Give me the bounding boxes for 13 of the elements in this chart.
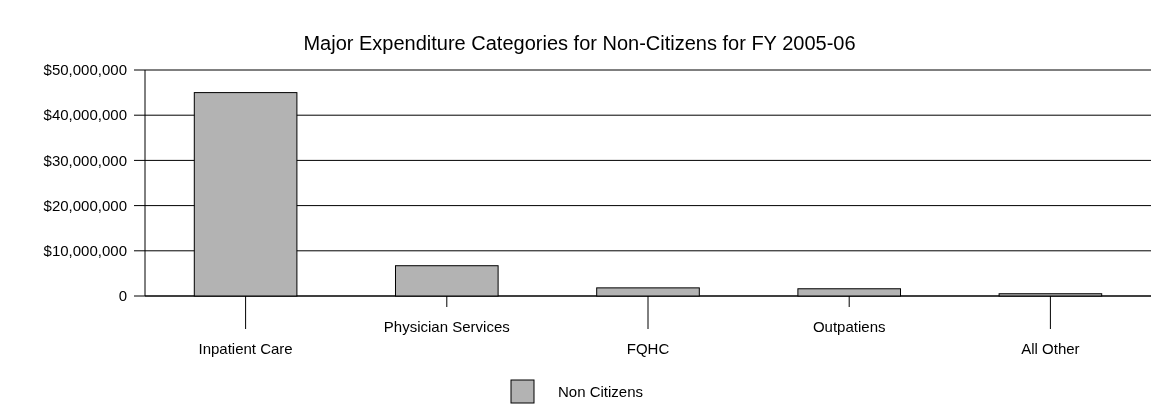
y-tick-label: $10,000,000	[43, 242, 127, 260]
y-tick-label: $40,000,000	[43, 106, 127, 124]
y-tick-label: 0	[118, 287, 127, 305]
x-tick-label: All Other	[1021, 340, 1080, 357]
y-tick-label: $20,000,000	[43, 196, 127, 214]
chart-title: Major Expenditure Categories for Non-Citizens for FY 2005-06	[303, 32, 856, 54]
legend-label: Non Citizens	[558, 383, 644, 401]
x-tick-label: Inpatient Care	[198, 340, 293, 357]
x-tick-label: FQHC	[626, 340, 670, 357]
x-tick-label: Physician Services	[383, 318, 510, 335]
y-tick-label: $50,000,000	[43, 61, 127, 79]
x-tick-label: Outpatiens	[812, 318, 886, 335]
y-tick-label: $30,000,000	[43, 151, 127, 169]
